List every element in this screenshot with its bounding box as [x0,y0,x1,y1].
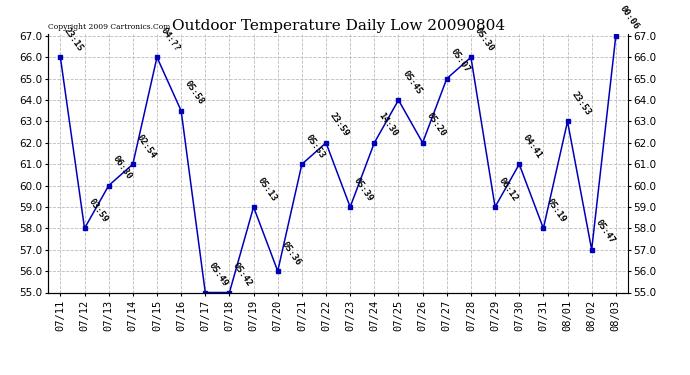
Text: 05:45: 05:45 [400,69,423,96]
Text: 06:30: 06:30 [110,154,133,181]
Text: 02:54: 02:54 [135,133,157,160]
Text: 05:47: 05:47 [593,218,616,246]
Text: 06:12: 06:12 [497,176,520,202]
Text: 23:53: 23:53 [569,90,592,117]
Text: 05:39: 05:39 [352,176,375,202]
Text: 05:07: 05:07 [448,47,471,74]
Text: 05:13: 05:13 [255,176,278,202]
Text: 05:19: 05:19 [545,197,568,224]
Text: 05:58: 05:58 [183,79,206,106]
Text: 05:20: 05:20 [424,111,447,138]
Text: 05:42: 05:42 [231,261,254,288]
Text: 05:49: 05:49 [207,261,230,288]
Text: 23:15: 23:15 [62,26,85,53]
Text: 05:53: 05:53 [304,133,326,160]
Text: 05:30: 05:30 [473,26,495,53]
Title: Outdoor Temperature Daily Low 20090804: Outdoor Temperature Daily Low 20090804 [172,19,504,33]
Text: 00:06: 00:06 [618,4,640,32]
Text: 04:41: 04:41 [521,133,544,160]
Text: 05:36: 05:36 [279,240,302,267]
Text: 14:30: 14:30 [376,111,399,138]
Text: 23:59: 23:59 [328,111,351,138]
Text: 04:??: 04:?? [159,26,181,53]
Text: Copyright 2009 Cartronics.Com: Copyright 2009 Cartronics.Com [48,23,170,31]
Text: 03:59: 03:59 [86,197,109,224]
